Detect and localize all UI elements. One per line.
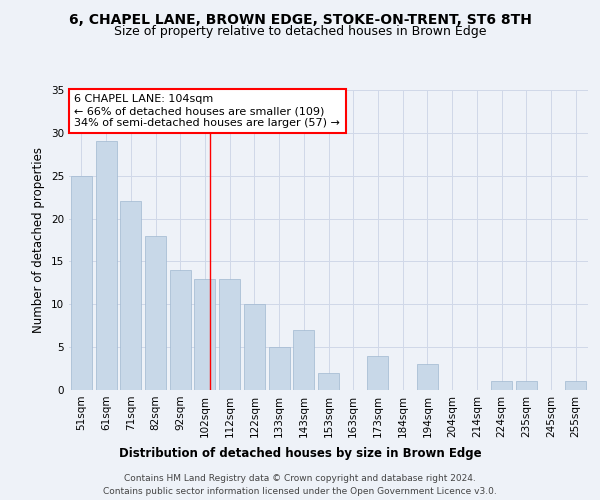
Bar xyxy=(318,373,339,390)
Bar xyxy=(269,347,290,390)
Bar xyxy=(71,176,92,390)
Bar xyxy=(516,382,537,390)
Text: Contains HM Land Registry data © Crown copyright and database right 2024.: Contains HM Land Registry data © Crown c… xyxy=(124,474,476,483)
Bar xyxy=(367,356,388,390)
Bar xyxy=(194,278,215,390)
Bar xyxy=(244,304,265,390)
Bar xyxy=(219,278,240,390)
Bar xyxy=(170,270,191,390)
Bar xyxy=(145,236,166,390)
Text: 6, CHAPEL LANE, BROWN EDGE, STOKE-ON-TRENT, ST6 8TH: 6, CHAPEL LANE, BROWN EDGE, STOKE-ON-TRE… xyxy=(68,12,532,26)
Text: Distribution of detached houses by size in Brown Edge: Distribution of detached houses by size … xyxy=(119,448,481,460)
Bar xyxy=(565,382,586,390)
Text: Size of property relative to detached houses in Brown Edge: Size of property relative to detached ho… xyxy=(114,25,486,38)
Text: Contains public sector information licensed under the Open Government Licence v3: Contains public sector information licen… xyxy=(103,488,497,496)
Bar xyxy=(491,382,512,390)
Bar xyxy=(95,142,116,390)
Bar xyxy=(417,364,438,390)
Bar xyxy=(293,330,314,390)
Bar xyxy=(120,202,141,390)
Text: 6 CHAPEL LANE: 104sqm
← 66% of detached houses are smaller (109)
34% of semi-det: 6 CHAPEL LANE: 104sqm ← 66% of detached … xyxy=(74,94,340,128)
Y-axis label: Number of detached properties: Number of detached properties xyxy=(32,147,46,333)
